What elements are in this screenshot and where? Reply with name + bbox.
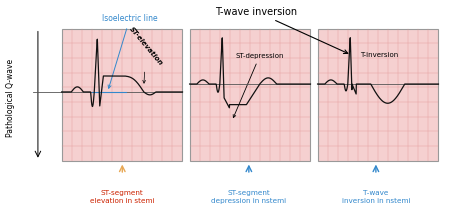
Text: ST-elevation: ST-elevation <box>128 26 164 83</box>
Bar <box>62 29 182 161</box>
Text: Pathological Q-wave: Pathological Q-wave <box>6 59 15 137</box>
Text: ST-segment
elevation in stemi: ST-segment elevation in stemi <box>90 190 155 204</box>
Text: ST-segment
depression in nstemi: ST-segment depression in nstemi <box>211 190 286 204</box>
Text: T-wave inversion: T-wave inversion <box>215 7 348 53</box>
Bar <box>190 29 310 161</box>
Text: T-wave
inversion in nstemi: T-wave inversion in nstemi <box>342 190 410 204</box>
Text: T-inversion: T-inversion <box>360 52 398 58</box>
Text: ST-depression: ST-depression <box>233 53 284 117</box>
Bar <box>318 29 438 161</box>
Text: Isoelectric line: Isoelectric line <box>102 14 157 88</box>
